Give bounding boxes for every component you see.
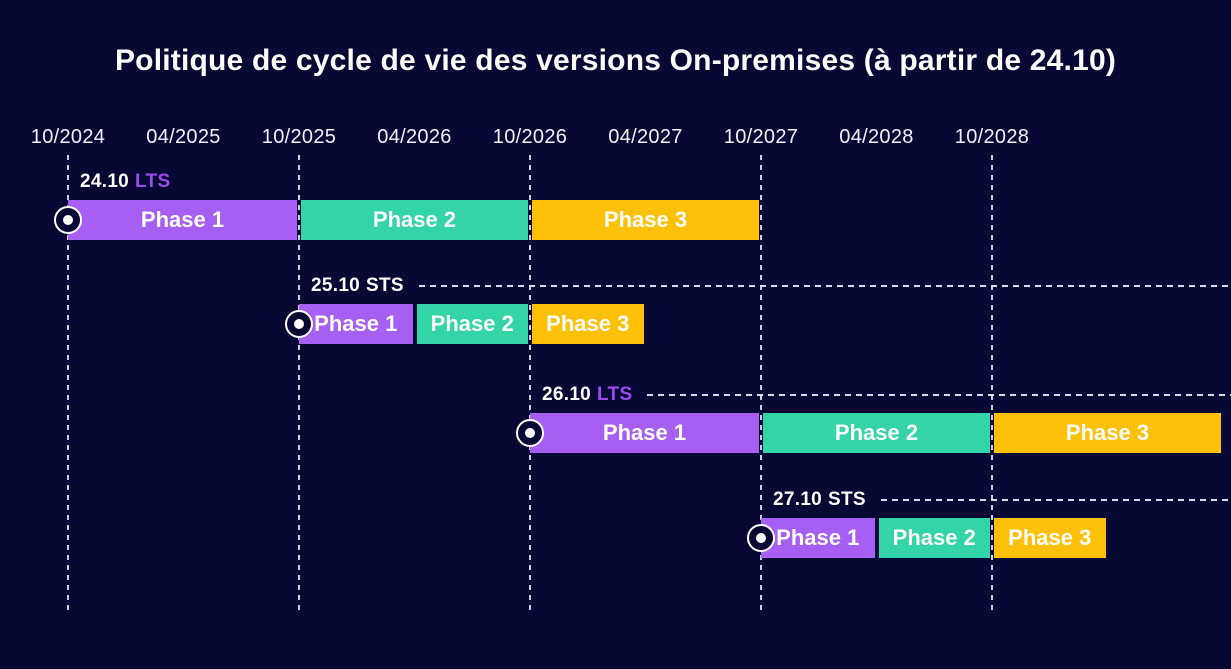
- release-version: 27.10: [773, 489, 823, 510]
- release-start-circle-dot-icon: [747, 524, 775, 552]
- gridline-vertical: [529, 155, 531, 613]
- gridline-vertical: [991, 155, 993, 613]
- phase-bar-label: Phase 3: [603, 207, 688, 232]
- release-start-circle-dot-icon: [516, 419, 544, 447]
- release-start-circle-dot-icon: [285, 310, 313, 338]
- axis-tick-label: 10/2028: [954, 126, 1030, 148]
- phase-bar: Phase 1: [299, 304, 413, 344]
- phase-bar-label: Phase 1: [776, 525, 860, 550]
- gridline-vertical: [760, 155, 762, 613]
- release-version: 26.10: [542, 384, 592, 405]
- phase-bar: Phase 1: [68, 200, 297, 240]
- release-label-line: 27.10 STS: [773, 487, 1231, 513]
- release-channel: LTS: [135, 171, 171, 192]
- guide-dashed-line: [418, 285, 1231, 287]
- phase-bar-label: Phase 2: [372, 207, 457, 232]
- phase-bar-label: Phase 3: [546, 311, 630, 336]
- axis-tick-label: 04/2028: [839, 126, 914, 148]
- release-version: 25.10: [311, 275, 361, 296]
- release-label: 24.10 LTS: [80, 171, 170, 193]
- release-channel: STS: [828, 489, 866, 510]
- gridline-vertical: [67, 155, 69, 613]
- gridline-vertical: [298, 155, 300, 613]
- phase-bar-label: Phase 2: [892, 525, 976, 550]
- axis-tick-label: 10/2026: [492, 126, 568, 148]
- phase-bar: Phase 3: [994, 413, 1221, 453]
- phase-bar-label: Phase 1: [602, 420, 687, 445]
- phase-bar: Phase 2: [878, 518, 990, 558]
- axis-tick-label: 04/2027: [608, 126, 683, 148]
- phase-bar: Phase 3: [532, 200, 759, 240]
- phase-bar: Phase 1: [530, 413, 759, 453]
- phase-bar: Phase 1: [761, 518, 875, 558]
- release-label-line: 25.10 STS: [311, 273, 1231, 299]
- release-label: 25.10 STS: [311, 275, 404, 297]
- phase-bar-label: Phase 1: [140, 207, 225, 232]
- phase-bar: Phase 3: [994, 518, 1106, 558]
- phase-bar: Phase 2: [763, 413, 990, 453]
- axis-tick-label: 10/2027: [723, 126, 799, 148]
- axis-tick-label: 04/2025: [146, 126, 221, 148]
- release-label-line: 26.10 LTS: [542, 382, 1231, 408]
- phase-bar-label: Phase 2: [430, 311, 514, 336]
- release-version: 24.10: [80, 171, 130, 192]
- phase-bar: Phase 2: [416, 304, 528, 344]
- phase-bar: Phase 2: [301, 200, 528, 240]
- axis-tick-label: 10/2025: [261, 126, 337, 148]
- guide-dashed-line: [880, 499, 1231, 501]
- phase-bar-label: Phase 2: [834, 420, 919, 445]
- phase-bar: Phase 3: [532, 304, 644, 344]
- release-label-line: 24.10 LTS: [80, 169, 1231, 195]
- phase-bar-label: Phase 3: [1065, 420, 1150, 445]
- release-start-circle-dot-icon: [54, 206, 82, 234]
- axis-tick-label: 10/2024: [30, 126, 106, 148]
- phase-bar-label: Phase 3: [1008, 525, 1092, 550]
- axis-tick-label: 04/2026: [377, 126, 452, 148]
- release-channel: LTS: [597, 384, 633, 405]
- release-label: 27.10 STS: [773, 489, 866, 511]
- release-label: 26.10 LTS: [542, 384, 632, 406]
- release-channel: STS: [366, 275, 404, 296]
- guide-dashed-line: [647, 394, 1231, 396]
- chart-title: Politique de cycle de vie des versions O…: [114, 44, 1117, 77]
- phase-bar-label: Phase 1: [314, 311, 398, 336]
